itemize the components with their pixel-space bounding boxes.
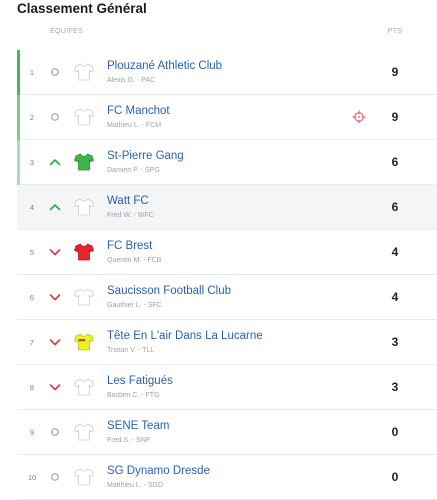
jersey-icon (74, 288, 94, 306)
jersey-icon (74, 423, 94, 441)
team-name-link[interactable]: SG Dynamo Dresde (107, 465, 210, 477)
manager-label: Bastien C. - FTG (107, 392, 160, 399)
standings-row[interactable]: 3 St-Pierre Gang Damien P. - SPG 6 (17, 140, 437, 185)
team-name-link[interactable]: Tête En L'air Dans La Lucarne (107, 330, 263, 342)
rank-number: 7 (29, 338, 35, 347)
points-value: 0 (391, 425, 399, 439)
standings-row[interactable]: 9 SENE Team Fred S. - SNF 0 (17, 410, 437, 455)
manager-label: Quentin M. - FCB (107, 257, 162, 264)
up-arrow-icon (49, 157, 61, 167)
circle-icon (49, 112, 61, 122)
down-arrow-icon (49, 247, 61, 257)
points-value: 9 (391, 65, 399, 79)
manager-label: Fred W. - WFC (107, 212, 154, 219)
manager-label: Mathieu L. - FCM (107, 122, 162, 129)
circle-icon (49, 472, 61, 482)
rank-number: 3 (29, 158, 35, 167)
standings-row[interactable]: 7 Tête En L'air Dans La Lucarne Tristan V.… (17, 320, 437, 365)
standings-row[interactable]: 6 Saucisson Football Club Gauthier L. - SF… (17, 275, 437, 320)
jersey-icon (74, 333, 94, 351)
standings-table: 1 Plouzané Athletic Club Alexis G. - PAC 9 2… (17, 50, 437, 500)
standings-row[interactable]: 1 Plouzané Athletic Club Alexis G. - PAC 9 (17, 50, 437, 95)
jersey-icon (74, 153, 94, 171)
standings-row[interactable]: 5 FC Brest Quentin M. - FCB 4 (17, 230, 437, 275)
standings-row[interactable]: 10 SG Dynamo Dresde Matthieu L. - SGD 0 (17, 455, 437, 500)
points-value: 4 (391, 245, 399, 259)
manager-label: Fred S. - SNF (107, 437, 151, 444)
jersey-icon (74, 468, 94, 486)
rank-number: 9 (29, 428, 35, 437)
down-arrow-icon (49, 292, 61, 302)
standings-row[interactable]: 2 FC Manchot Mathieu L. - FCM 9 (17, 95, 437, 140)
standings-row[interactable]: 8 Les Fatigués Bastien C. - FTG 3 (17, 365, 437, 410)
jersey-icon (74, 108, 94, 126)
points-value: 0 (391, 470, 399, 484)
rank-number: 2 (29, 113, 35, 122)
manager-label: Gauthier L. - SFC (107, 302, 162, 309)
up-arrow-icon (49, 202, 61, 212)
manager-label: Tristan V. - TLL (107, 347, 155, 354)
jersey-icon (74, 378, 94, 396)
rank-number: 10 (27, 473, 37, 482)
page-title: Classement Général (17, 1, 147, 16)
rank-number: 8 (29, 383, 35, 392)
points-value: 4 (391, 290, 399, 304)
manager-label: Matthieu L. - SGD (107, 482, 164, 489)
jersey-icon (74, 243, 94, 261)
team-name-link[interactable]: St-Pierre Gang (107, 150, 184, 162)
circle-icon (49, 427, 61, 437)
rank-number: 6 (29, 293, 35, 302)
points-value: 3 (391, 335, 399, 349)
points-value: 9 (391, 110, 399, 124)
position-bar (17, 95, 20, 140)
rank-number: 5 (29, 248, 35, 257)
team-name-link[interactable]: Watt FC (107, 195, 149, 207)
column-header-points: PTS (387, 28, 403, 35)
manager-label: Alexis G. - PAC (107, 77, 156, 84)
team-name-link[interactable]: Les Fatigués (107, 375, 173, 387)
circle-icon (49, 67, 61, 77)
team-name-link[interactable]: Saucisson Football Club (107, 285, 232, 297)
rank-number: 1 (29, 68, 35, 77)
column-header-teams: ÉQUIPES (50, 28, 84, 35)
points-value: 3 (391, 380, 399, 394)
team-name-link[interactable]: SENE Team (107, 420, 170, 432)
down-arrow-icon (49, 337, 61, 347)
position-bar (17, 50, 20, 95)
position-bar (17, 140, 20, 185)
standings-row[interactable]: 4 Watt FC Fred W. - WFC 6 (17, 185, 437, 230)
team-name-link[interactable]: FC Manchot (107, 105, 170, 117)
manager-label: Damien P. - SPG (107, 167, 160, 174)
target-icon (352, 110, 366, 124)
points-value: 6 (391, 200, 399, 214)
points-value: 6 (391, 155, 399, 169)
team-name-link[interactable]: FC Brest (107, 240, 153, 252)
jersey-icon (74, 198, 94, 216)
jersey-icon (74, 63, 94, 81)
table-header: ÉQUIPES PTS (0, 27, 437, 39)
down-arrow-icon (49, 382, 61, 392)
team-name-link[interactable]: Plouzané Athletic Club (107, 60, 223, 72)
rank-number: 4 (29, 203, 35, 212)
